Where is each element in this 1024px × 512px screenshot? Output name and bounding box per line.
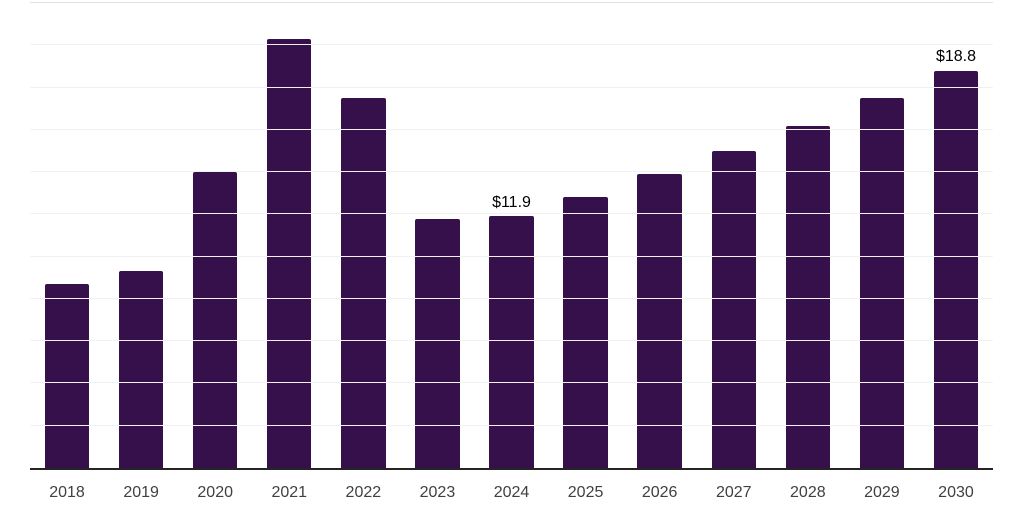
x-tick-2023: 2023 [419,484,456,501]
bars-container: $11.9 $18.8 [30,3,993,468]
bar-2021 [267,38,312,468]
bar-2029 [859,98,905,468]
x-tick-2019: 2019 [123,484,159,501]
bar-group-2020 [178,3,252,468]
bar-2020 [192,172,238,468]
x-tick-2026: 2026 [641,484,678,501]
data-label-2024: $11.9 [492,193,531,211]
data-label-2030: $18.8 [935,48,976,66]
bar-group-2021 [252,3,326,468]
x-tick-2024: 2024 [493,484,530,501]
x-tick-2029: 2029 [864,484,900,501]
bar-2022 [341,98,386,468]
x-tick-2025: 2025 [567,484,604,501]
x-tick-2020: 2020 [197,484,233,501]
bar-group-2024: $11.9 [474,3,548,468]
x-tick-2018: 2018 [49,484,85,501]
bar-2025 [563,197,608,468]
x-tick-2027: 2027 [715,484,752,501]
x-tick-2022: 2022 [345,484,382,501]
bar-group-2025 [549,3,623,468]
bar-2019 [118,271,164,468]
plot-area: $11.9 $18.8 [30,2,993,468]
bar-2026 [637,174,682,468]
bar-group-2018 [30,3,104,468]
x-tick-2021: 2021 [271,484,308,501]
bar-2018 [44,284,90,468]
bar-2028 [785,125,831,468]
bar-group-2030: $18.8 [919,3,993,468]
bar-group-2028 [771,3,845,468]
x-tick-2028: 2028 [790,484,826,501]
bar-2027 [711,150,756,468]
bar-group-2022 [326,3,400,468]
bar-2024 [489,216,534,468]
bar-group-2027 [697,3,771,468]
bar-group-2019 [104,3,178,468]
bar-2023 [415,218,460,468]
bar-group-2029 [845,3,919,468]
bar-group-2026 [623,3,697,468]
bar-2030 [933,70,979,468]
x-axis-line [30,468,993,470]
x-axis-tick-labels: 2018 2019 2020 2021 2022 2023 2024 2025 2026 2027… [30,484,993,502]
bar-group-2023 [400,3,474,468]
x-tick-2030: 2030 [938,484,974,501]
